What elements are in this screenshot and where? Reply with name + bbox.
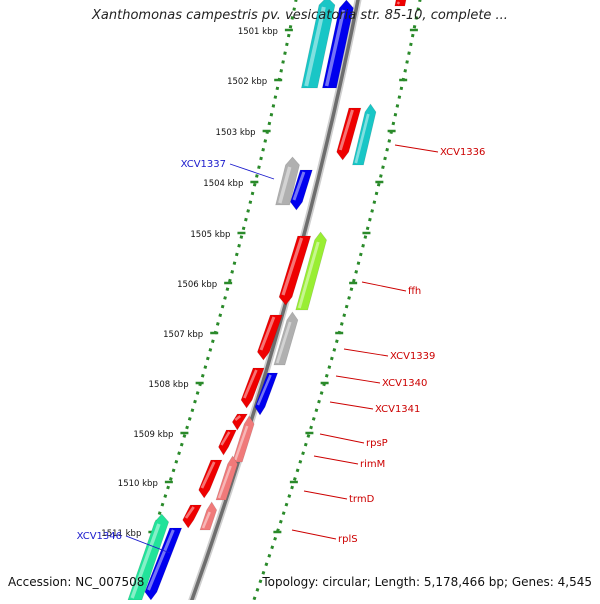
gene-label: XCV1336 [440, 147, 485, 158]
gene-block-xcv1340 [240, 367, 265, 409]
kbp-label: 1509 kbp [133, 430, 173, 440]
gene-label: XCV1341 [375, 404, 420, 415]
kbp-label: 1511 kbp [101, 529, 141, 539]
gene-label: rpsP [366, 438, 388, 449]
gene-block-cyan-2 [352, 103, 377, 166]
gene-label: XCV1340 [382, 378, 427, 389]
gene-block-red-4-shine [220, 431, 231, 446]
kbp-label: 1510 kbp [118, 479, 158, 489]
accession-text: Accession: NC_007508 [8, 575, 145, 589]
gene-block-red-4 [218, 429, 237, 456]
gene-block-red-1 [278, 235, 312, 306]
gene-block-red-2 [257, 314, 283, 361]
gene-block-red-3-shine [234, 415, 242, 421]
gene-label: trmD [349, 494, 375, 505]
gene-block-top-red-shine [396, 1, 401, 5]
gene-label: ffh [408, 286, 421, 297]
leader-line [125, 535, 171, 554]
gene-block-red-2-shine [259, 316, 276, 351]
gene-block-xcv1337-blue [290, 169, 313, 211]
leader-line [291, 529, 337, 540]
kbp-label: 1502 kbp [227, 77, 267, 87]
gene-label: XCV1339 [390, 351, 435, 362]
gene-block-xcv1341 [254, 372, 279, 416]
gene-block-red-6 [182, 504, 202, 529]
gene-block-trmD-shine [201, 511, 211, 529]
gene-block-xcv1337-gray-shine [278, 166, 292, 204]
map-title: Xanthomonas campestris pv. vesicatoria s… [92, 8, 508, 23]
leader-line [313, 455, 359, 465]
gene-label: rimM [360, 459, 385, 470]
gene-block-xcv1337-gray [275, 156, 300, 206]
gene-label: rplS [338, 534, 358, 545]
gene-block-cyan-2-shine [354, 113, 370, 164]
gene-label: XCV1346 [77, 531, 122, 542]
gene-block-xcv1341-shine [256, 374, 272, 406]
leader-line [335, 375, 381, 384]
gene-block-blue-shine [324, 9, 346, 87]
gene-block-cyan [301, 0, 336, 89]
kbp-label: 1506 kbp [177, 280, 217, 290]
gene-block-ffh [295, 231, 327, 311]
gene-block-xcv1339-shine [275, 321, 292, 364]
kbp-label: 1501 kbp [238, 27, 278, 37]
gene-block-xcv1340-shine [243, 369, 258, 399]
gene-block-red-5-shine [200, 461, 216, 489]
gene-block-rimM-shine [217, 465, 232, 499]
topology-text: Topology: circular; Length: 5,178,466 bp… [262, 575, 592, 589]
kbp-label: 1507 kbp [163, 330, 203, 340]
kbp-label: 1505 kbp [190, 230, 230, 240]
leader-line [319, 433, 365, 444]
gene-block-xcv1339 [273, 311, 299, 366]
gene-block-xcv1336 [336, 107, 362, 161]
gene-block-ffh-shine [297, 241, 320, 309]
kbp-label: 1503 kbp [216, 128, 256, 138]
gene-block-red-5 [198, 459, 223, 499]
kbp-label: 1504 kbp [203, 179, 243, 189]
gene-block-xcv1346-blue-shine [147, 529, 175, 591]
gene-block-xcv1337-blue-shine [292, 171, 306, 201]
gene-block-rpsP [231, 415, 255, 463]
leader-line [394, 144, 439, 153]
gene-block-red-1-shine [281, 237, 304, 296]
kbp-label: 1508 kbp [149, 380, 189, 390]
gene-block-cyan-shine [304, 6, 326, 87]
gene-block-red-3 [231, 413, 248, 431]
leader-line [329, 401, 374, 410]
gene-block-rpsP-shine [234, 425, 249, 461]
gene-block-red-6-shine [184, 506, 195, 519]
gene-block-teal-shine [130, 523, 161, 599]
gene-block-xcv1346-blue [144, 527, 183, 601]
leader-line [303, 490, 348, 500]
gene-block-xcv1336-shine [338, 109, 354, 151]
leader-line [361, 281, 407, 292]
gene-block-top-red [394, 0, 407, 7]
gene-block-blue [322, 0, 354, 89]
gene-block-trmD [199, 501, 218, 531]
gene-block-rimM [215, 455, 238, 501]
leader-line [343, 348, 389, 357]
leader-line [229, 163, 275, 180]
gene-label: XCV1337 [181, 159, 226, 170]
